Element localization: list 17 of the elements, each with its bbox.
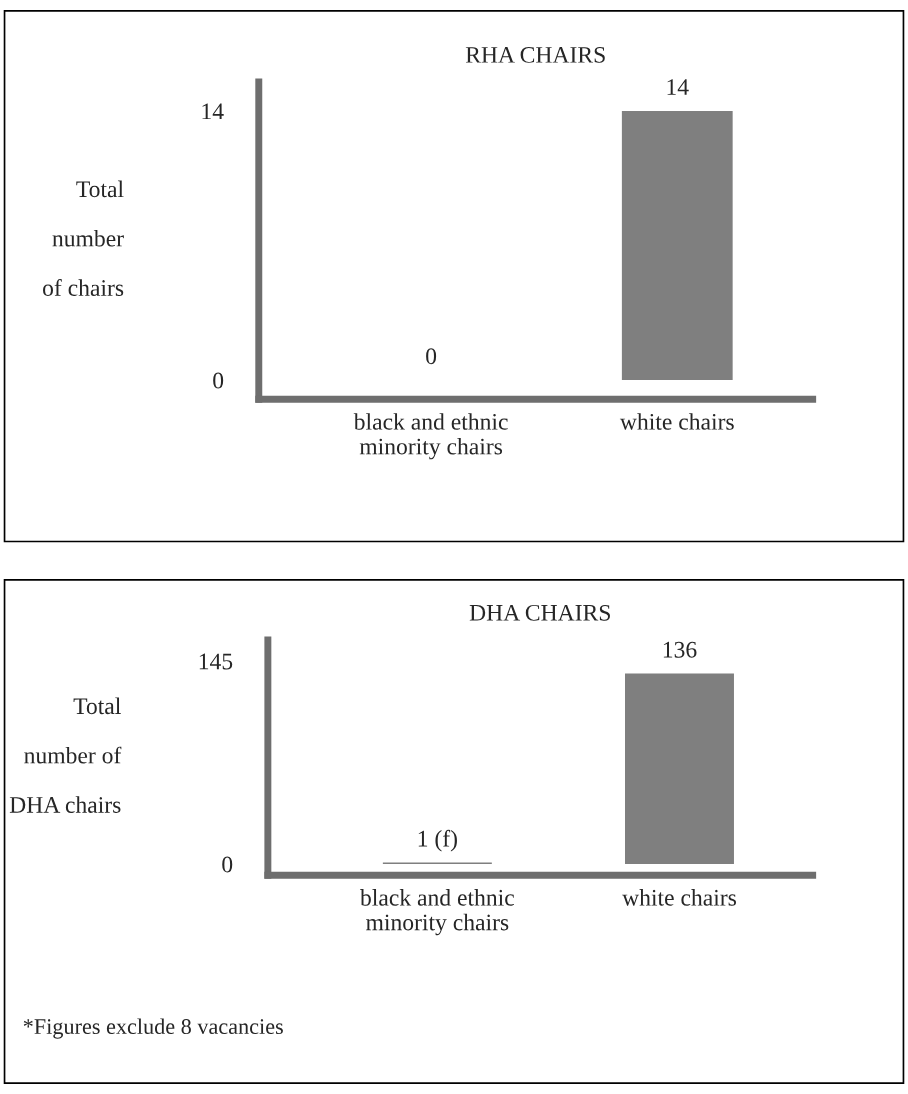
data-label: 136: [663, 641, 697, 658]
y-tick-label: 14: [202, 103, 224, 120]
data-label: 0: [426, 348, 437, 365]
x-tick-label: white chairs: [619, 413, 734, 430]
text: *Figures exclude 8 vacancies: [23, 1018, 283, 1039]
data-label: 14: [667, 79, 689, 95]
chart-title: RHA CHAIRS: [465, 46, 605, 63]
x-tick-label: white chairs: [622, 889, 736, 906]
x-tick-label: black and ethnic minority chairs: [353, 413, 508, 460]
y-tick-label: 0: [222, 856, 233, 873]
data-label: 1 (f): [418, 829, 457, 852]
x-tick-label: black and ethnic minority chairs: [359, 889, 514, 936]
text: Total number of chairs: [43, 180, 124, 296]
chart-title: DHA CHAIRS: [469, 604, 610, 621]
text: Total number of DHA chairs: [9, 697, 122, 813]
y-tick-label: 0: [213, 372, 224, 389]
y-tick-label: 145: [199, 653, 233, 670]
